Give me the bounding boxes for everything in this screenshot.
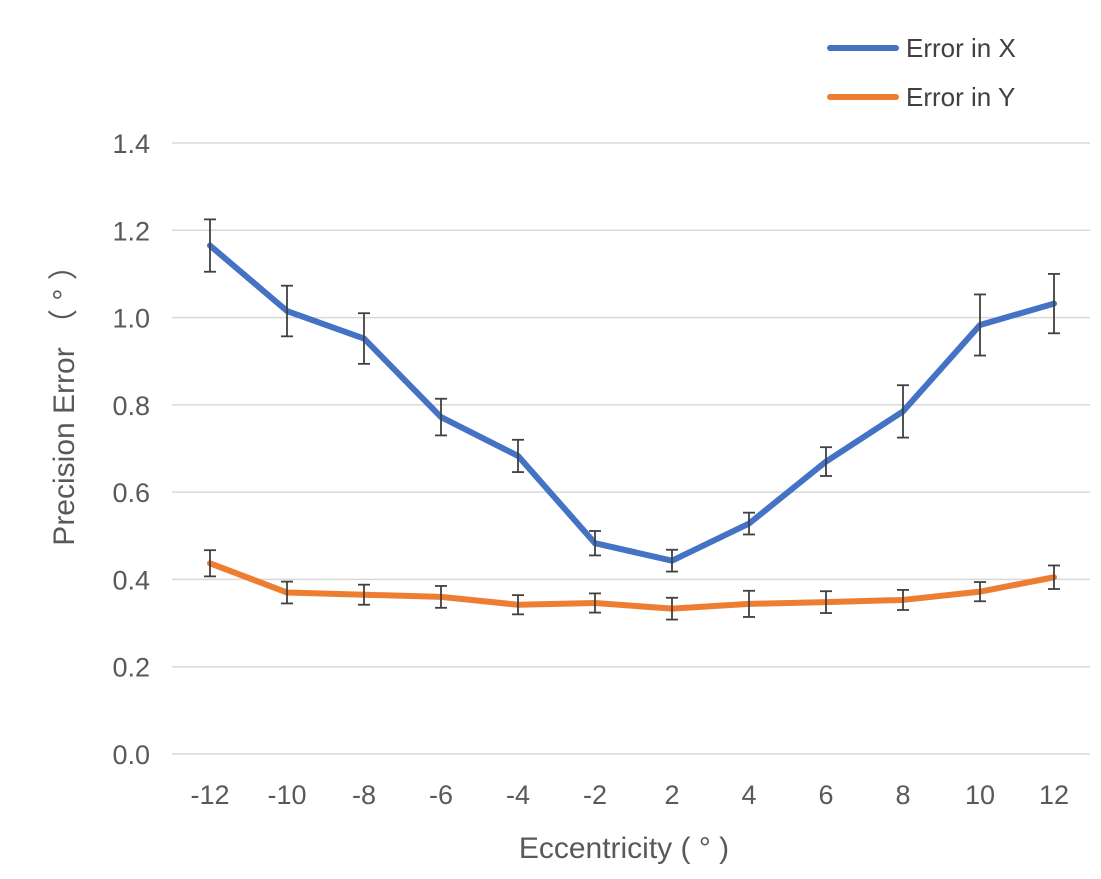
- error-bar: [897, 384, 909, 439]
- series-line-y: [207, 560, 1057, 612]
- x-tick-label: -6: [429, 780, 453, 810]
- error-bar: [281, 580, 293, 605]
- x-tick-label: 2: [664, 780, 679, 810]
- error-bar: [743, 511, 755, 536]
- y-axis-title: Precision Error （ ° ）: [48, 250, 81, 545]
- series-lines: [207, 242, 1057, 612]
- x-tick-label: 8: [895, 780, 910, 810]
- error-bar: [974, 293, 986, 357]
- error-bar: [204, 549, 216, 578]
- error-bar: [666, 596, 678, 621]
- legend-item: Error in Y: [827, 82, 1015, 112]
- y-tick-label: 0.8: [112, 391, 150, 421]
- error-bar: [281, 284, 293, 338]
- x-tick-label: -12: [190, 780, 229, 810]
- x-tick-label: 12: [1039, 780, 1069, 810]
- error-bar: [589, 592, 601, 614]
- y-tick-label: 1.4: [112, 129, 150, 159]
- error-bar: [204, 218, 216, 273]
- error-bar: [358, 312, 370, 365]
- x-tick-label: 6: [818, 780, 833, 810]
- y-tick-label: 0.2: [112, 653, 150, 683]
- error-bars: [204, 218, 1060, 621]
- x-tick-label: 10: [965, 780, 995, 810]
- error-bar: [435, 397, 447, 437]
- error-bar: [820, 590, 832, 614]
- x-tick-label: -4: [506, 780, 530, 810]
- error-bar: [1048, 564, 1060, 590]
- gridlines: [172, 142, 1090, 755]
- y-tick-label: 0.4: [112, 565, 150, 595]
- x-tick-label: -8: [352, 780, 376, 810]
- y-axis-ticks: 0.0 0.2 0.4 0.6 0.8 1.0 1.2 1.4: [112, 129, 150, 770]
- error-bar: [897, 589, 909, 611]
- y-tick-label: 1.2: [112, 216, 150, 246]
- legend-label: Error in X: [906, 33, 1016, 63]
- error-bar: [820, 446, 832, 477]
- error-bar: [512, 594, 524, 616]
- x-axis-title: Eccentricity ( ° ): [519, 832, 729, 865]
- legend-item: Error in X: [827, 33, 1016, 63]
- error-bar: [435, 585, 447, 609]
- x-tick-label: 4: [741, 780, 756, 810]
- x-tick-label: -10: [267, 780, 306, 810]
- y-tick-label: 0.6: [112, 478, 150, 508]
- legend: Error in X Error in Y: [827, 33, 1016, 112]
- x-tick-label: -2: [583, 780, 607, 810]
- error-bar: [666, 548, 678, 573]
- series-line-x: [207, 242, 1057, 564]
- error-bar: [1048, 273, 1060, 335]
- error-bar: [358, 583, 370, 606]
- error-bar: [512, 438, 524, 473]
- y-tick-label: 0.0: [112, 740, 150, 770]
- y-tick-label: 1.0: [112, 304, 150, 334]
- error-bar: [589, 530, 601, 557]
- x-axis-ticks: -12 -10 -8 -6 -4 -2 2 4 6 8 10 12: [190, 780, 1069, 810]
- error-bar: [743, 589, 755, 618]
- legend-label: Error in Y: [906, 82, 1015, 112]
- error-bar: [974, 581, 986, 603]
